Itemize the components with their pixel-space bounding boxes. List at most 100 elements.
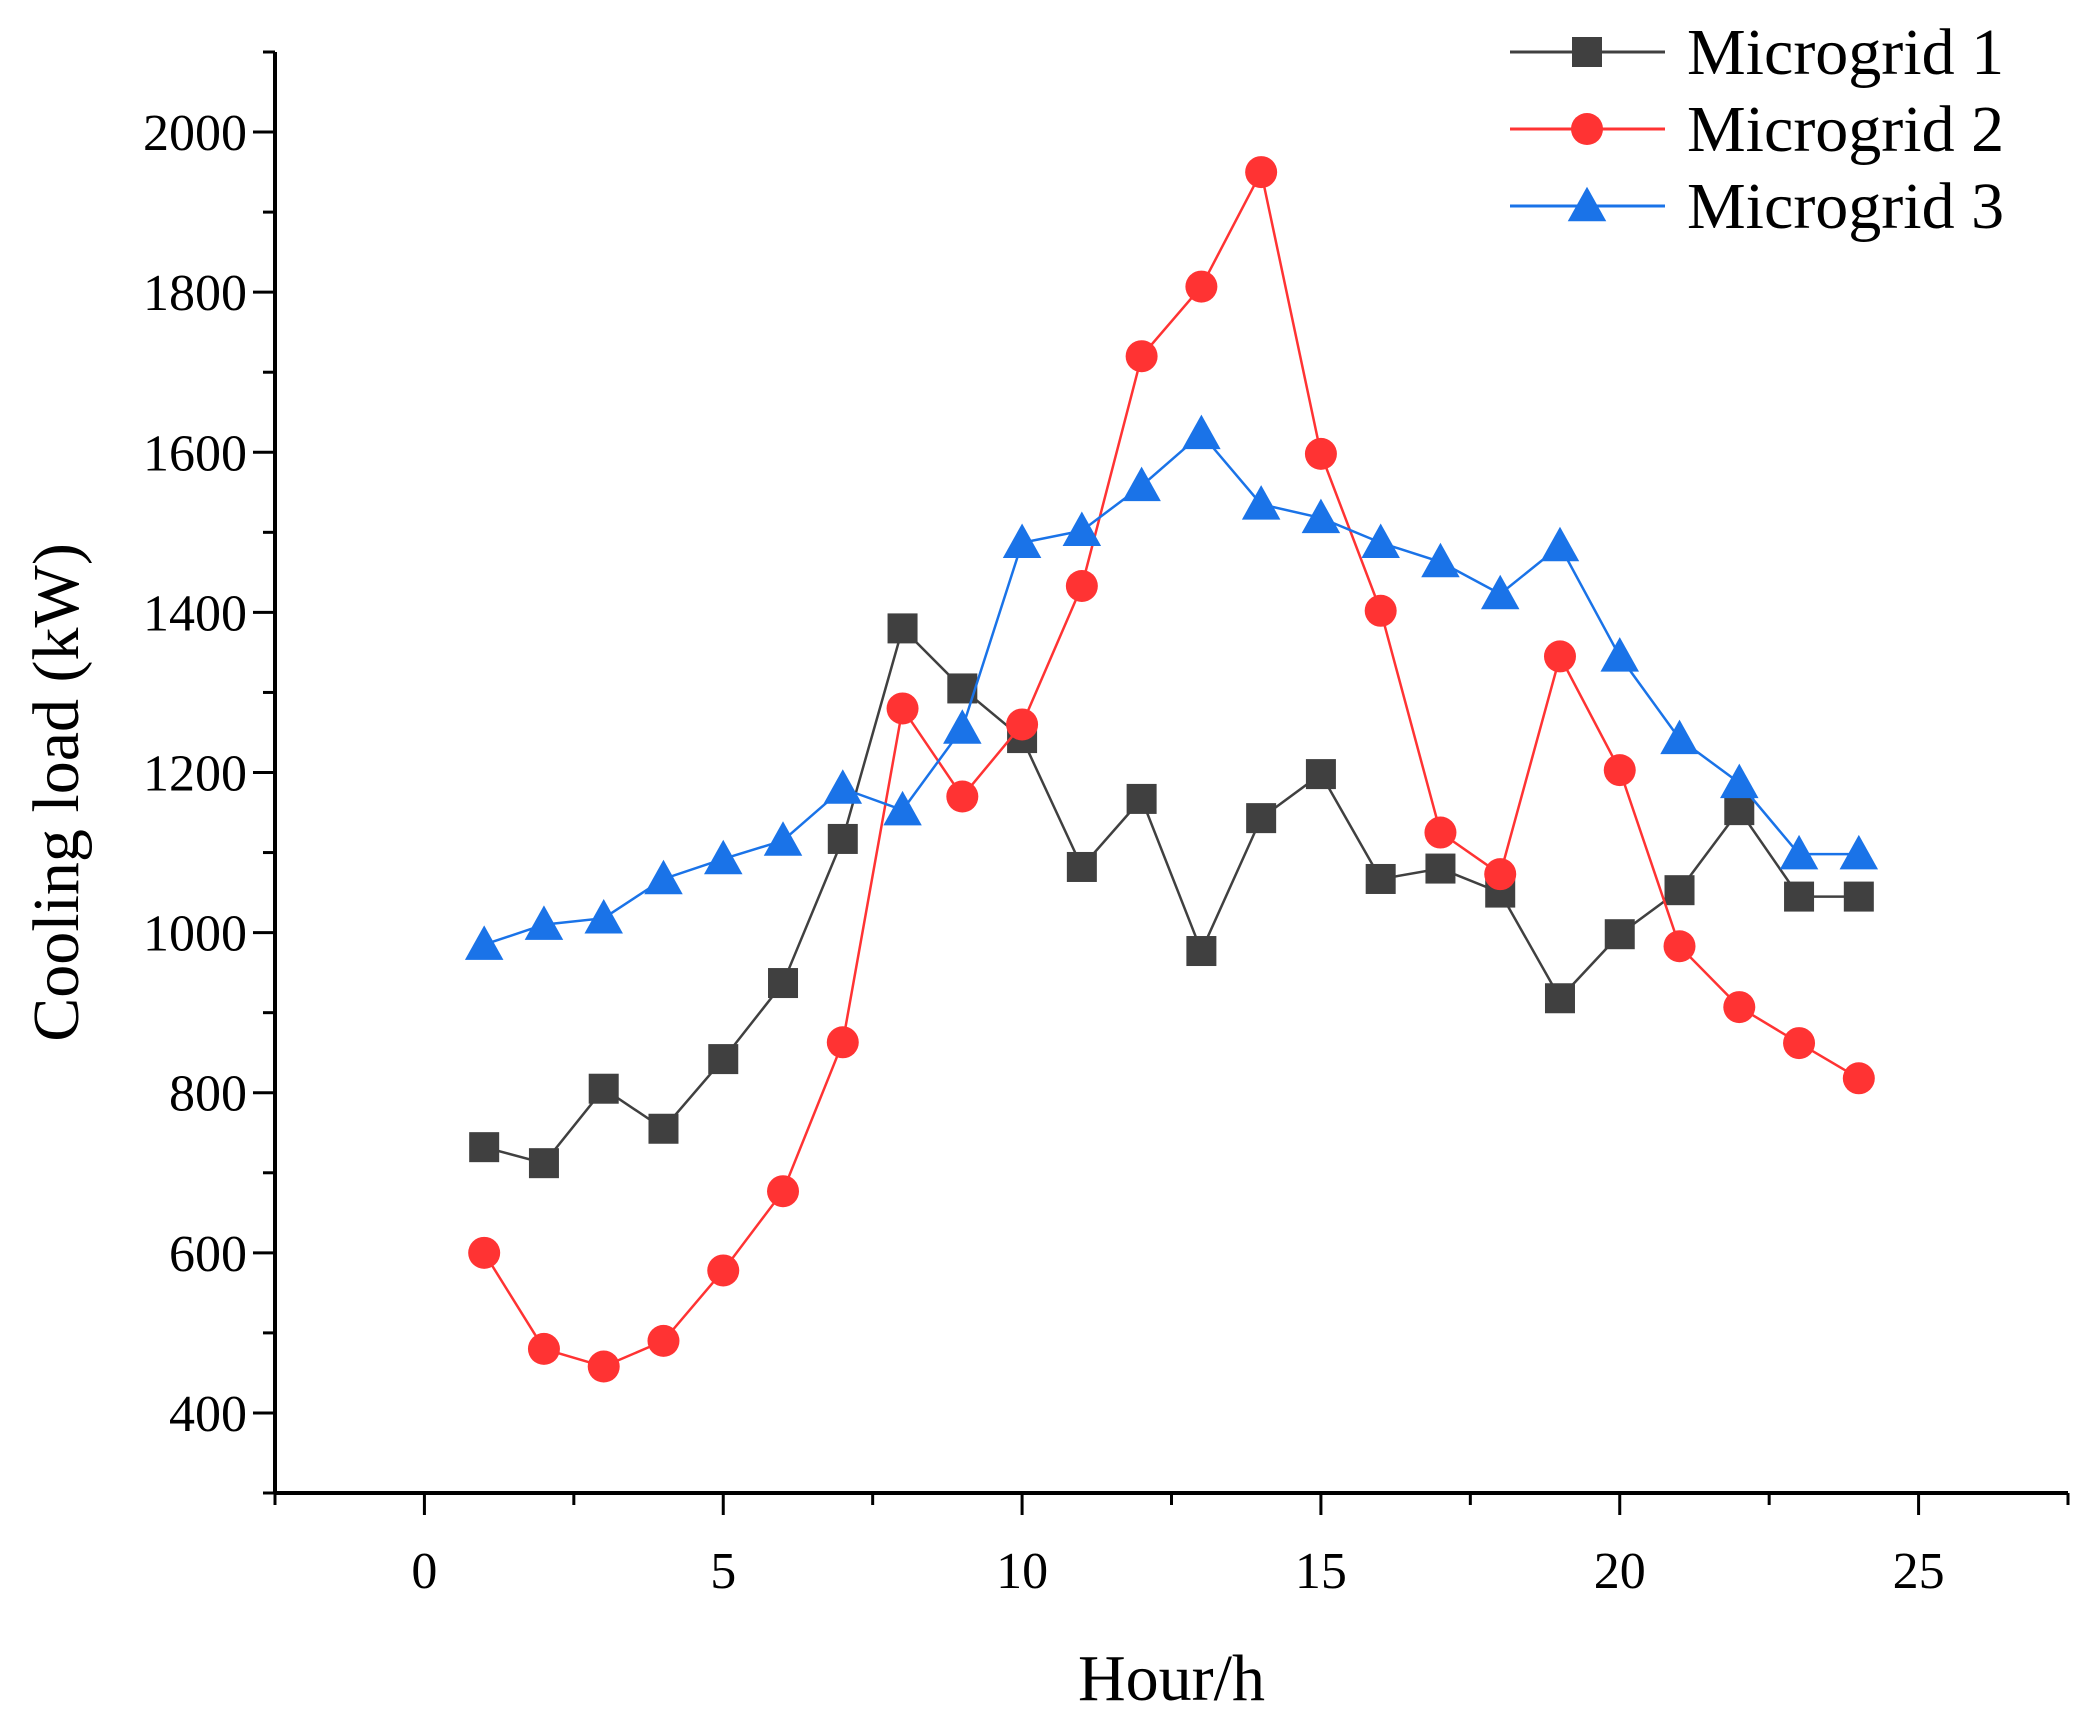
data-point: [1723, 991, 1756, 1024]
series-2: [468, 156, 1875, 1383]
data-point: [704, 839, 743, 875]
data-point: [708, 1044, 739, 1075]
y-tick-label: 1200: [143, 746, 247, 803]
x-axis-title: Hour/h: [1078, 1642, 1265, 1715]
data-point: [647, 1324, 680, 1357]
data-point: [1660, 719, 1699, 755]
y-tick-label: 800: [169, 1066, 247, 1123]
data-point: [1663, 930, 1696, 963]
series-line: [483, 168, 1860, 1368]
data-point: [1842, 1062, 1875, 1095]
data-point: [588, 1073, 619, 1104]
y-axis-title: Cooling load (kW): [20, 543, 93, 1042]
data-point: [1540, 526, 1580, 562]
data-point: [1125, 340, 1158, 373]
data-point: [1664, 875, 1695, 906]
x-tick-label: 5: [710, 1543, 736, 1600]
x-tick-label: 15: [1295, 1543, 1347, 1600]
x-tick-label: 10: [996, 1543, 1048, 1600]
data-point: [587, 1350, 620, 1383]
data-point: [1006, 708, 1039, 741]
y-tick-label: 1600: [143, 425, 247, 482]
data-point: [1839, 834, 1879, 870]
data-point: [1185, 270, 1218, 303]
data-point: [469, 1132, 500, 1163]
y-tick-label: 1000: [143, 906, 247, 963]
data-point: [468, 1236, 501, 1269]
x-tick-label: 0: [411, 1543, 437, 1600]
y-tick-label: 2000: [143, 105, 247, 162]
data-point: [524, 905, 564, 940]
data-point: [1484, 858, 1517, 891]
axes: 0 5 10 15 20 25 400 600 800 1000 1200 1400 1600 1800 2…: [143, 50, 2070, 1600]
data-point: [1062, 511, 1102, 546]
data-point: [1779, 834, 1819, 870]
data-point: [768, 968, 799, 999]
data-point: [584, 898, 623, 934]
data-point: [1364, 594, 1397, 627]
data-point: [1246, 803, 1277, 834]
legend-label: Microgrid 1: [1687, 16, 2004, 89]
data-point: [823, 769, 863, 804]
y-tick-label: 400: [169, 1386, 247, 1443]
data-point: [1544, 983, 1575, 1014]
data-point: [1604, 919, 1635, 950]
data-point: [1724, 795, 1755, 826]
data-point: [1245, 156, 1278, 189]
legend-marker: [1567, 186, 1607, 222]
data-point: [528, 1148, 559, 1179]
data-point: [1186, 936, 1217, 967]
data-point: [1182, 414, 1221, 450]
data-point: [767, 1175, 800, 1208]
data-point: [826, 1026, 859, 1059]
data-point: [1843, 881, 1874, 912]
data-point: [1002, 523, 1042, 558]
legend-item: Microgrid 1: [1510, 16, 2004, 89]
data-point: [1543, 640, 1576, 673]
x-tick-label: 20: [1594, 1543, 1646, 1600]
data-point: [1066, 851, 1097, 882]
data-point: [1065, 569, 1098, 602]
data-point: [1424, 816, 1457, 849]
data-point: [1421, 542, 1460, 578]
data-point: [1600, 637, 1639, 672]
legend-item: Microgrid 2: [1510, 93, 2004, 166]
series-1: [469, 613, 1874, 1179]
x-tick-label: 25: [1893, 1543, 1945, 1600]
y-tick-label: 1800: [143, 265, 247, 322]
data-point: [887, 613, 918, 644]
data-point: [1126, 783, 1157, 814]
data-point: [883, 790, 922, 826]
data-point: [464, 925, 504, 960]
data-point: [1425, 853, 1456, 884]
legend-marker: [1571, 113, 1603, 145]
data-point: [527, 1332, 560, 1365]
data-point: [1603, 754, 1636, 787]
series-3: [464, 414, 1879, 960]
data-point: [946, 780, 979, 813]
data-point: [1122, 466, 1161, 502]
series-line: [483, 626, 1859, 1165]
data-point: [1720, 763, 1759, 799]
data-point: [648, 1113, 679, 1144]
legend-item: Microgrid 3: [1510, 170, 2004, 243]
data-point: [1784, 881, 1815, 912]
data-point: [943, 709, 982, 744]
data-point: [644, 859, 683, 895]
legend-label: Microgrid 2: [1687, 93, 2004, 166]
series-layer: [464, 156, 1879, 1383]
data-point: [1365, 863, 1396, 894]
data-point: [763, 821, 803, 856]
data-point: [1304, 437, 1337, 470]
data-point: [1241, 485, 1281, 520]
legend-marker: [1572, 37, 1602, 67]
y-tick-label: 1400: [143, 585, 247, 642]
data-point: [1301, 498, 1341, 534]
data-point: [1480, 574, 1520, 610]
data-point: [1783, 1027, 1816, 1060]
data-point: [1305, 759, 1336, 790]
data-point: [886, 692, 919, 725]
data-point: [827, 823, 858, 854]
